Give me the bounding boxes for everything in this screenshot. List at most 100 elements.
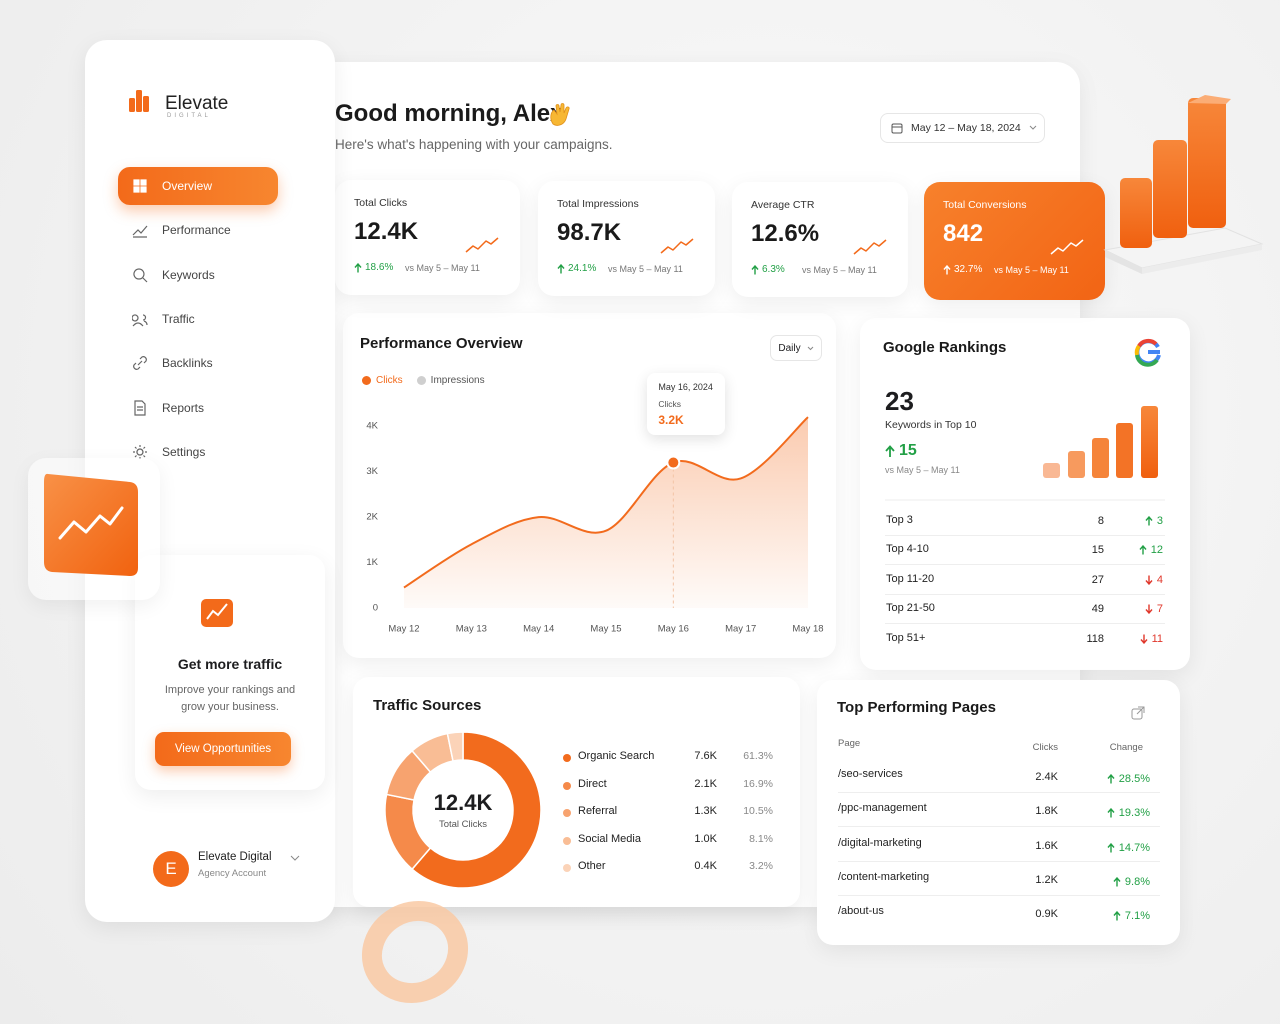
legend-dot bbox=[563, 809, 571, 817]
page-path: /ppc-management bbox=[838, 802, 927, 815]
column-header: Change bbox=[1109, 742, 1143, 753]
interval: Daily bbox=[778, 342, 801, 354]
ranking-label: Top 4-10 bbox=[886, 543, 929, 556]
source-percent: 8.1% bbox=[749, 832, 773, 845]
page-path: /about-us bbox=[838, 905, 884, 918]
page-clicks: 1.6K bbox=[1035, 839, 1058, 852]
kpi-label: Total Impressions bbox=[557, 198, 639, 210]
kpi-change: 24.1% bbox=[557, 263, 596, 274]
nav-icon bbox=[132, 225, 148, 238]
row-divider bbox=[838, 826, 1160, 828]
sparkline-path bbox=[660, 238, 694, 254]
nav-item[interactable]: Traffic bbox=[118, 300, 278, 338]
nav-item[interactable]: Overview bbox=[118, 167, 278, 205]
kpi-change: 32.7% bbox=[943, 264, 982, 275]
kpi-change: 6.3% bbox=[751, 264, 785, 275]
nav-item[interactable]: Settings bbox=[118, 433, 278, 471]
up-arrow bbox=[557, 263, 565, 273]
kpi-change-value: 18.6% bbox=[365, 262, 394, 273]
promo-button[interactable]: View Opportunities bbox=[155, 732, 291, 766]
brand-name: Elevate bbox=[165, 93, 229, 114]
row-divider bbox=[885, 593, 1165, 595]
row-divider bbox=[838, 792, 1160, 793]
kpi-card: Total Impressions 98.7K 24.1% vs May 5 – Ma… bbox=[538, 181, 715, 296]
nav-icon-shape bbox=[133, 267, 148, 283]
legend-dot bbox=[563, 836, 571, 845]
arrow-shape bbox=[751, 264, 759, 274]
legend-dot bbox=[563, 864, 571, 872]
legend-item[interactable]: Impressions bbox=[416, 375, 485, 386]
page-path: /content-marketing bbox=[838, 870, 930, 883]
arrow-shape bbox=[557, 263, 565, 273]
page-change: 19.3% bbox=[1107, 807, 1150, 819]
page-change: 7.1% bbox=[1113, 910, 1150, 922]
nav-item[interactable]: Backlinks bbox=[118, 344, 278, 382]
nav-item[interactable]: Reports bbox=[118, 389, 278, 427]
interval-select[interactable]: Daily bbox=[770, 335, 822, 361]
nav-item[interactable]: Keywords bbox=[118, 256, 278, 294]
ranking-label: Top 21-50 bbox=[886, 602, 935, 615]
rankings-change-value: 15 bbox=[899, 442, 917, 459]
source-percent: 16.9% bbox=[743, 777, 773, 790]
sparkline bbox=[660, 238, 694, 254]
kpi-value: 842 bbox=[943, 220, 984, 247]
chevron bbox=[1029, 125, 1037, 130]
page-clicks: 1.2K bbox=[1035, 873, 1058, 886]
nav-icon bbox=[133, 356, 147, 371]
legend-label: Clicks bbox=[376, 375, 403, 386]
ranking-count: 15 bbox=[1091, 544, 1104, 557]
kpi-change-value: 6.3% bbox=[762, 264, 785, 275]
up-arrow bbox=[885, 444, 895, 457]
rankings-change: 15 bbox=[885, 442, 917, 460]
open-icon[interactable] bbox=[1130, 705, 1146, 721]
page-clicks: 0.9K bbox=[1035, 908, 1058, 921]
rankings-compare: vs May 5 – May 11 bbox=[885, 465, 960, 475]
ranking-change-value: 3 bbox=[1156, 515, 1163, 527]
row-divider bbox=[838, 894, 1160, 896]
ranking-change-value: 7 bbox=[1156, 603, 1163, 616]
nav-icon bbox=[134, 399, 146, 416]
trend-icon-card bbox=[44, 473, 138, 576]
down-arrow bbox=[1140, 634, 1148, 644]
chevron bbox=[807, 346, 813, 350]
up-arrow bbox=[1113, 876, 1121, 887]
ranking-change-value: 4 bbox=[1156, 573, 1163, 586]
ranking-change: 12 bbox=[1139, 544, 1163, 556]
nav-label: Reports bbox=[162, 400, 205, 415]
kpi-card: Average CTR 12.6% 6.3% vs May 5 – May 11 bbox=[732, 182, 908, 297]
kpi-change-value: 32.7% bbox=[954, 264, 983, 275]
nav-item[interactable]: Performance bbox=[118, 211, 278, 249]
ranking-change-value: 11 bbox=[1151, 632, 1163, 645]
ranking-label: Top 51+ bbox=[886, 631, 926, 644]
logo-bar bbox=[143, 96, 149, 112]
legend-dot bbox=[563, 781, 571, 790]
account-chevron[interactable] bbox=[290, 855, 300, 863]
arrow-shape bbox=[1107, 774, 1115, 784]
source-name: Direct bbox=[578, 777, 607, 790]
pages-card bbox=[817, 680, 1180, 945]
rankings-title: Google Rankings bbox=[883, 339, 1007, 356]
up-arrow bbox=[1113, 911, 1121, 921]
sparkline bbox=[465, 237, 499, 253]
page-clicks: 1.8K bbox=[1035, 805, 1058, 818]
ranking-count: 8 bbox=[1097, 515, 1104, 527]
ring-decoration bbox=[361, 900, 469, 1004]
arrow-shape bbox=[1113, 911, 1121, 921]
legend: Clicks Impressions bbox=[362, 375, 485, 386]
nav-label: Performance bbox=[162, 223, 231, 238]
page-change: 14.7% bbox=[1107, 842, 1150, 854]
greeting: Good morning, Alex bbox=[335, 100, 564, 127]
promo-title: Get more traffic bbox=[177, 656, 283, 672]
legend-dot bbox=[563, 754, 571, 762]
nav-icon bbox=[133, 179, 147, 193]
account-role: Agency Account bbox=[198, 868, 267, 879]
source-percent: 3.2% bbox=[749, 860, 773, 872]
date-picker[interactable]: May 12 – May 18, 2024 bbox=[880, 113, 1045, 143]
legend-item[interactable]: Clicks bbox=[362, 375, 403, 386]
sparkline-path bbox=[853, 239, 887, 255]
chart-title: Performance Overview bbox=[360, 335, 523, 352]
account-avatar: E bbox=[153, 851, 189, 887]
ranking-change-value: 12 bbox=[1150, 544, 1163, 557]
arrow-shape bbox=[1107, 842, 1115, 853]
source-clicks: 1.3K bbox=[694, 805, 717, 817]
